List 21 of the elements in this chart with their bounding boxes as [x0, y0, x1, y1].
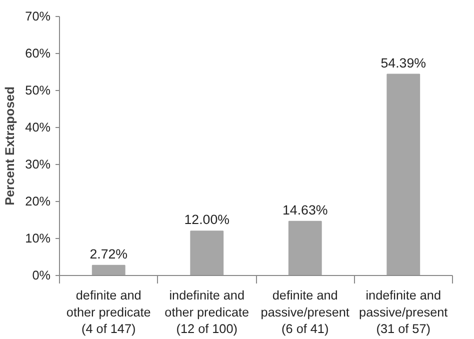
x-tick-label: indefinite and passive/present (31 of 57) — [359, 288, 448, 336]
y-tick-label: 60% — [25, 46, 51, 60]
x-tick-label: indefinite and other predicate (12 of 100) — [164, 288, 250, 336]
x-tick-label: definite and passive/present (6 of 41) — [260, 288, 350, 336]
y-tick-label: 40% — [25, 120, 51, 134]
x-tick-label: definite and other predicate (4 of 147) — [66, 288, 151, 336]
data-label: 14.63% — [282, 202, 328, 218]
data-label: 54.39% — [380, 55, 426, 70]
y-tick-label: 30% — [25, 158, 51, 172]
y-tick-label: 70% — [25, 10, 51, 24]
bar — [92, 264, 126, 276]
data-label: 2.72% — [90, 246, 128, 262]
y-tick-label: 0% — [32, 268, 51, 282]
y-tick-label: 20% — [25, 194, 51, 208]
bar — [288, 220, 322, 276]
y-tick-label: 10% — [25, 232, 51, 246]
bar — [190, 230, 224, 276]
y-tick-label: 50% — [25, 84, 51, 98]
data-label: 12.00% — [184, 212, 230, 228]
y-axis-title: Percent Extraposed — [3, 86, 18, 206]
bar — [386, 74, 420, 276]
